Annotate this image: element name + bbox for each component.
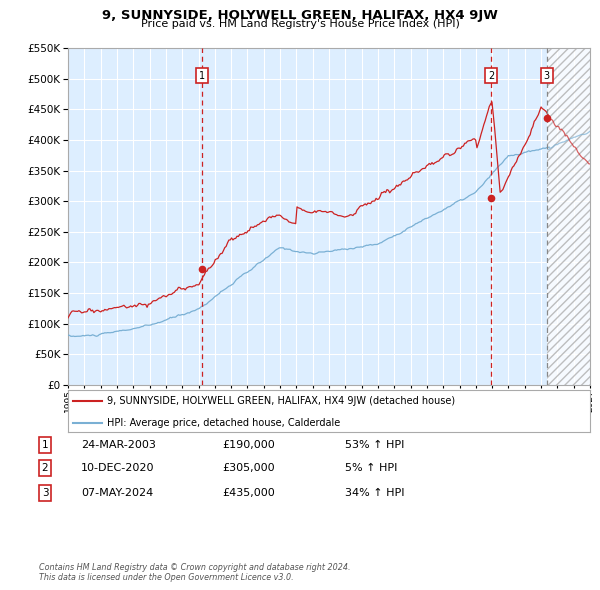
Text: 5% ↑ HPI: 5% ↑ HPI [345,463,397,473]
Text: 9, SUNNYSIDE, HOLYWELL GREEN, HALIFAX, HX4 9JW (detached house): 9, SUNNYSIDE, HOLYWELL GREEN, HALIFAX, H… [107,395,455,405]
Text: 07-MAY-2024: 07-MAY-2024 [81,488,153,498]
Text: 1: 1 [41,440,49,450]
Text: £305,000: £305,000 [222,463,275,473]
Text: 53% ↑ HPI: 53% ↑ HPI [345,440,404,450]
Text: 2: 2 [488,71,494,81]
Text: 9, SUNNYSIDE, HOLYWELL GREEN, HALIFAX, HX4 9JW: 9, SUNNYSIDE, HOLYWELL GREEN, HALIFAX, H… [102,9,498,22]
Text: 3: 3 [41,488,49,498]
Text: Price paid vs. HM Land Registry's House Price Index (HPI): Price paid vs. HM Land Registry's House … [140,19,460,30]
Bar [547,48,590,385]
Text: £190,000: £190,000 [222,440,275,450]
Text: Contains HM Land Registry data © Crown copyright and database right 2024.
This d: Contains HM Land Registry data © Crown c… [39,563,350,582]
Text: 2: 2 [41,463,49,473]
Text: £435,000: £435,000 [222,488,275,498]
Text: 34% ↑ HPI: 34% ↑ HPI [345,488,404,498]
Text: 24-MAR-2003: 24-MAR-2003 [81,440,156,450]
Text: 10-DEC-2020: 10-DEC-2020 [81,463,155,473]
Text: 3: 3 [544,71,550,81]
Text: 1: 1 [199,71,205,81]
Text: HPI: Average price, detached house, Calderdale: HPI: Average price, detached house, Cald… [107,418,340,428]
